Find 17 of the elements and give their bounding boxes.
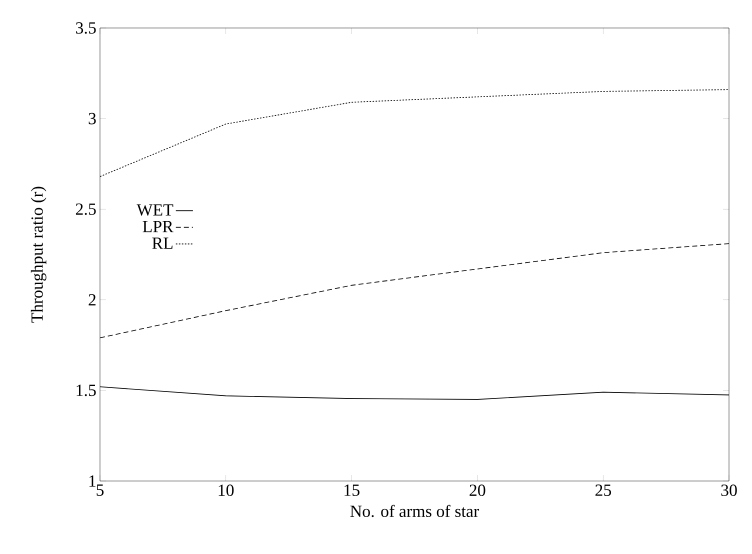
legend-label: WET [136, 204, 174, 216]
x-tick-label: 5 [96, 484, 104, 496]
x-tick-label: 20 [470, 484, 486, 496]
y-tick-label: 2.5 [76, 203, 96, 215]
y-tick-label: 1.5 [76, 384, 96, 396]
y-tick-label: 2 [88, 294, 96, 306]
y-axis-title: Throughput ratio (r) [30, 186, 46, 323]
legend-label: RL [152, 238, 172, 249]
y-tick-label: 3.5 [76, 22, 96, 34]
legend-label: LPR [142, 221, 174, 232]
y-tick-label: 1 [89, 475, 96, 487]
y-tick-label: 3 [88, 112, 96, 124]
x-axis-title: No. of arms of star [350, 504, 480, 518]
x-tick-label: 25 [595, 484, 612, 496]
x-tick-label: 10 [218, 484, 234, 496]
x-tick-label: 30 [721, 484, 737, 496]
x-tick-label: 15 [344, 484, 360, 496]
